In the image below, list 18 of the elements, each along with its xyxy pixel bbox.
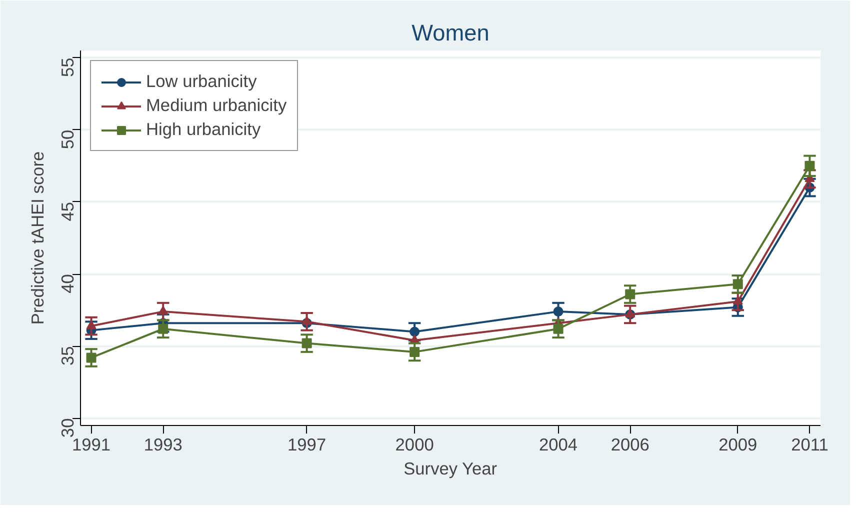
y-tick-label: 55 — [58, 58, 78, 77]
x-tick-label: 2006 — [610, 434, 650, 454]
y-tick-label: 45 — [58, 202, 78, 222]
y-axis-title: Predictive tAHEI score — [28, 151, 48, 325]
x-tick-label: 2000 — [395, 434, 434, 454]
x-tick-label: 2011 — [791, 434, 828, 454]
legend-label: Low urbanicity — [146, 71, 257, 92]
x-axis-title: Survey Year — [404, 458, 498, 478]
x-tick-label: 1993 — [144, 434, 182, 454]
x-tick-label: 1997 — [288, 434, 326, 454]
y-tick-label: 40 — [58, 274, 78, 294]
y-tick-label: 50 — [58, 130, 78, 150]
x-tick-label: 2009 — [718, 434, 758, 454]
y-tick-label: 35 — [58, 346, 78, 366]
legend-label: Medium urbanicity — [146, 95, 287, 116]
chart-title: Women — [412, 20, 490, 46]
x-tick-label: 2004 — [538, 434, 578, 454]
legend-label: High urbanicity — [146, 119, 261, 140]
